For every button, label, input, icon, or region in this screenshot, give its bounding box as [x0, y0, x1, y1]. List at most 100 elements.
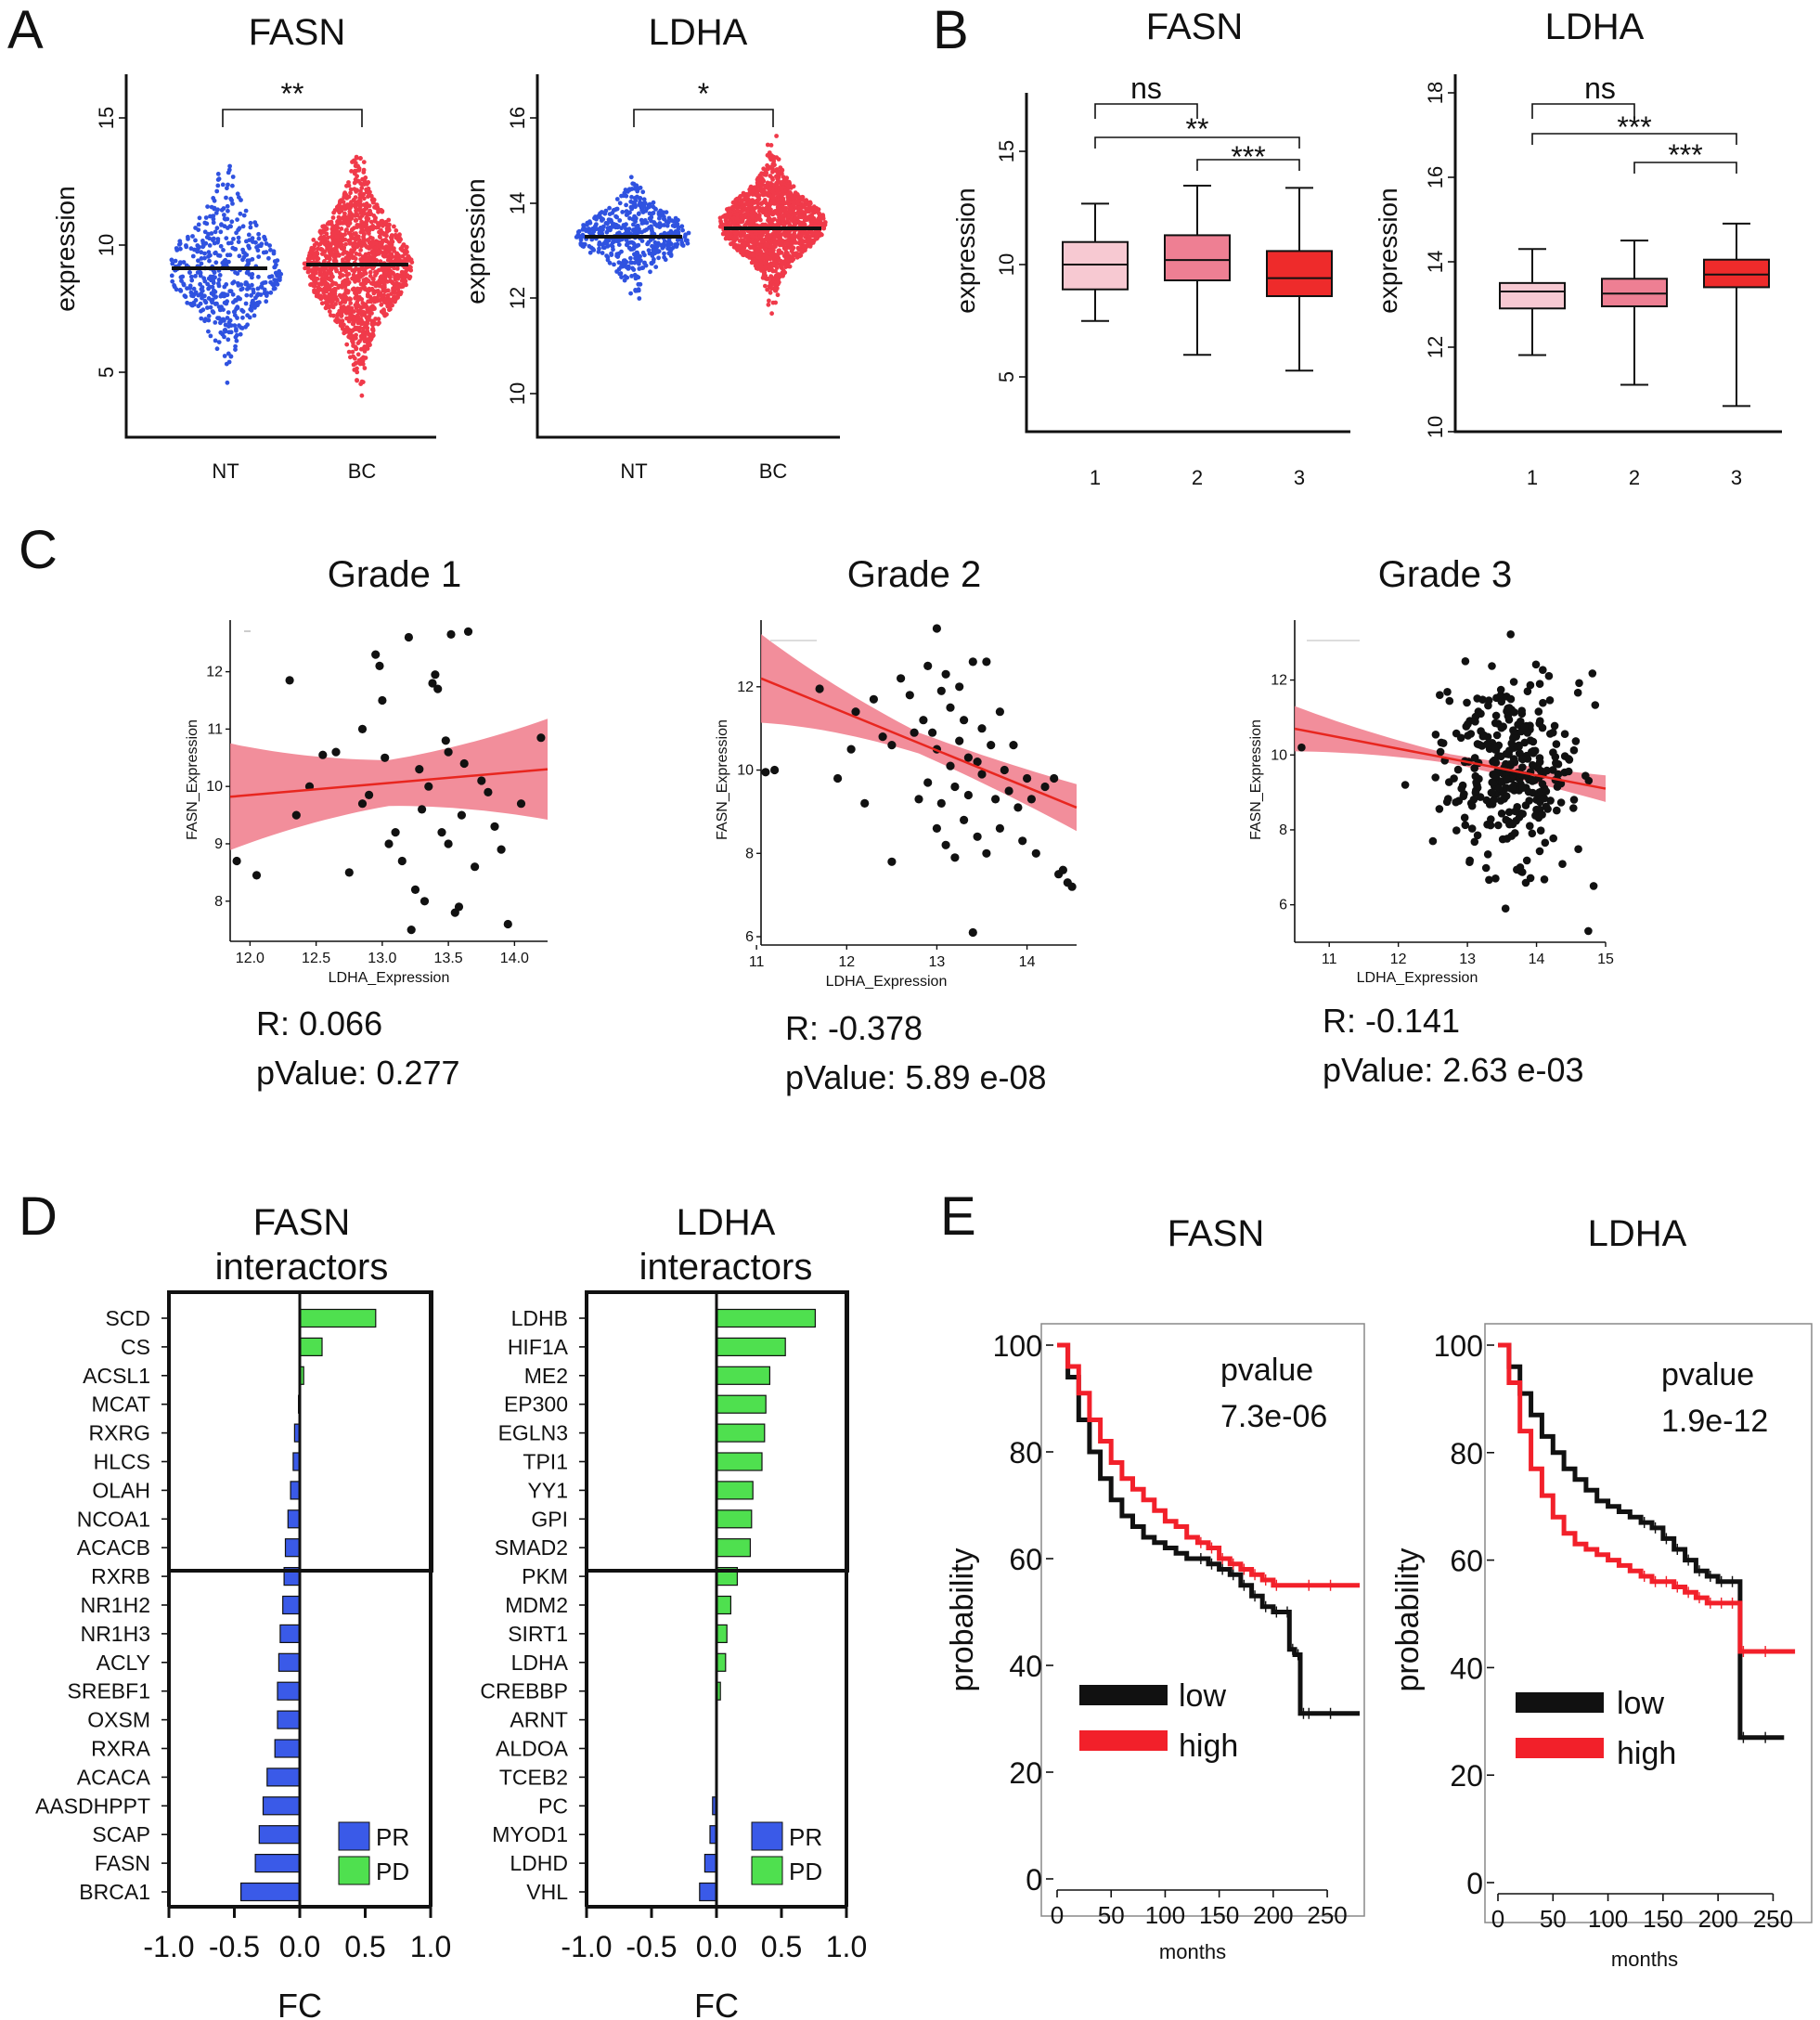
- data-point: [321, 229, 326, 235]
- data-point: [312, 242, 317, 248]
- data-point: [198, 273, 203, 278]
- pvalue-value: 1.9e-12: [1661, 1404, 1768, 1439]
- data-point: [344, 868, 354, 877]
- data-point: [355, 188, 359, 193]
- data-point: [347, 241, 353, 246]
- ytick-label: 40: [1009, 1650, 1042, 1683]
- plot-title: Grade 2: [847, 554, 982, 595]
- data-point: [649, 224, 653, 229]
- data-point: [202, 220, 208, 226]
- data-point: [328, 295, 332, 300]
- data-point: [231, 237, 236, 241]
- data-point: [797, 205, 803, 211]
- data-point: [169, 273, 174, 278]
- data-point: [348, 301, 354, 305]
- data-point: [174, 246, 179, 251]
- data-point: [463, 627, 473, 637]
- data-point: [226, 337, 231, 343]
- data-point: [237, 226, 242, 231]
- data-point: [746, 237, 752, 242]
- data-point: [633, 288, 639, 293]
- data-point: [728, 212, 733, 217]
- data-point: [200, 307, 206, 313]
- xtick-label: 11: [1322, 952, 1337, 967]
- data-point: [1470, 837, 1479, 847]
- data-point: [1471, 718, 1479, 726]
- data-point: [615, 224, 621, 229]
- data-point: [239, 287, 244, 292]
- data-point: [362, 178, 368, 184]
- data-point: [232, 323, 238, 328]
- data-point: [249, 292, 253, 298]
- data-point: [612, 262, 616, 267]
- data-point: [359, 186, 365, 191]
- data-point: [1067, 882, 1077, 891]
- data-point: [357, 296, 363, 301]
- data-point: [643, 263, 649, 268]
- data-point: [177, 239, 183, 244]
- x-axis-label: LDHA_Expression: [826, 974, 948, 990]
- data-point: [214, 346, 220, 352]
- bar-category-label: HIF1A: [508, 1335, 569, 1359]
- data-point: [188, 274, 194, 279]
- data-point: [963, 753, 973, 762]
- data-point: [671, 219, 677, 225]
- data-point: [199, 256, 204, 261]
- data-point: [188, 290, 194, 295]
- data-point: [821, 226, 827, 231]
- data-point: [620, 210, 626, 214]
- data-point: [200, 240, 206, 246]
- data-point: [617, 201, 623, 206]
- data-point: [379, 302, 384, 307]
- data-point: [770, 765, 780, 775]
- data-point: [1517, 755, 1527, 763]
- data-point: [632, 272, 638, 278]
- data-point: [349, 253, 355, 259]
- plot-title: LDHA: [649, 12, 748, 53]
- data-point: [350, 349, 355, 355]
- data-point: [213, 260, 219, 265]
- x-category-label: 3: [1731, 466, 1742, 489]
- data-point: [196, 304, 201, 309]
- data-point: [370, 251, 376, 256]
- data-point: [227, 317, 233, 323]
- data-point: [318, 750, 328, 759]
- data-point: [781, 206, 787, 211]
- ytick-label: 10: [995, 253, 1018, 276]
- data-point: [214, 188, 220, 194]
- data-point: [1531, 660, 1541, 669]
- data-point: [745, 212, 751, 217]
- data-point: [774, 168, 780, 174]
- data-point: [181, 260, 187, 265]
- data-point: [360, 301, 366, 305]
- data-point: [349, 202, 355, 208]
- legend-label-pr: PR: [376, 1823, 409, 1851]
- data-point: [766, 181, 770, 187]
- data-point: [923, 661, 933, 671]
- data-point: [792, 202, 796, 208]
- data-point: [206, 296, 212, 301]
- bar-category-label: AASDHPPT: [35, 1793, 150, 1818]
- bar: [716, 1452, 763, 1471]
- data-point: [1564, 767, 1573, 776]
- data-point: [758, 181, 763, 186]
- data-point: [217, 307, 223, 313]
- data-point: [359, 393, 365, 398]
- data-point: [740, 201, 744, 206]
- data-point: [386, 227, 392, 233]
- data-point: [311, 238, 316, 242]
- bar: [277, 1681, 301, 1701]
- data-point: [1436, 747, 1445, 757]
- ytick-label: 5: [995, 371, 1018, 382]
- data-point: [173, 258, 178, 264]
- data-point: [226, 240, 231, 246]
- data-point: [410, 885, 420, 895]
- data-point: [359, 219, 364, 225]
- data-point: [763, 283, 768, 289]
- data-point: [379, 277, 384, 282]
- data-point: [309, 274, 315, 278]
- ytick-label: 100: [993, 1329, 1042, 1363]
- data-point: [626, 266, 631, 271]
- data-point: [344, 342, 350, 347]
- data-point: [733, 235, 738, 240]
